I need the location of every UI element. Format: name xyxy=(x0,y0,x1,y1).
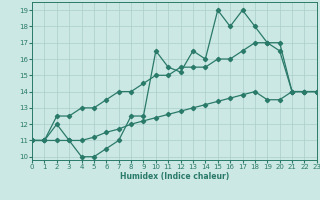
X-axis label: Humidex (Indice chaleur): Humidex (Indice chaleur) xyxy=(120,172,229,181)
